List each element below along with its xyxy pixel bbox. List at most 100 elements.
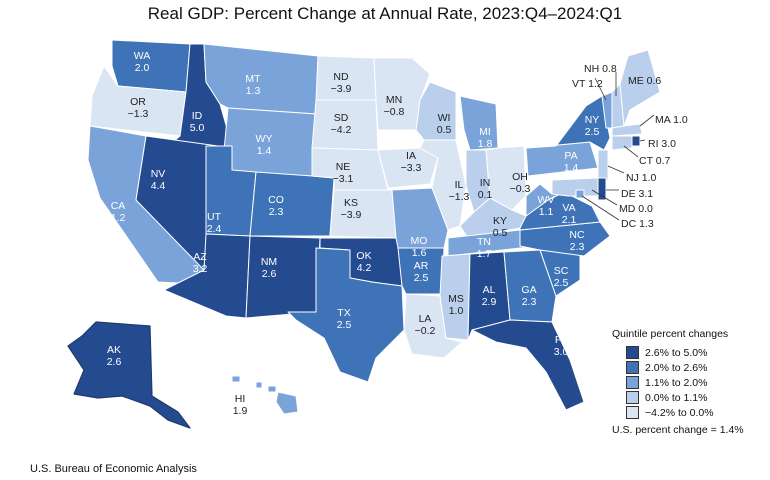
state-label-ri: RI 3.0 (648, 138, 677, 150)
state-me (619, 49, 661, 127)
state-value: −3.9 (330, 83, 352, 95)
state-abbr: ND (333, 71, 349, 83)
state-abbr: KY (492, 215, 508, 227)
state-value: 2.1 (561, 214, 577, 226)
state-abbr: MO (410, 235, 428, 247)
state-label-ia: IA −3.3 (401, 150, 422, 174)
state-abbr: CO (268, 194, 284, 206)
state-label-ga: GA 2.3 (521, 284, 536, 308)
state-value: 4.2 (356, 262, 372, 274)
state-value: 5.0 (189, 122, 205, 134)
state-label-nh: NH 0.8 (584, 63, 617, 75)
leader-line-dc (581, 195, 620, 221)
state-value: −3.9 (340, 209, 362, 221)
state-abbr: MN (385, 94, 403, 106)
state-label-vt: VT 1.2 (572, 78, 603, 90)
state-value: 1.0 (448, 305, 464, 317)
state-value: 1.3 (245, 85, 261, 97)
state-value: 2.4 (206, 223, 222, 235)
state-value: 2.6 (261, 268, 277, 280)
state-abbr: CA (110, 200, 126, 212)
state-value: 2.3 (569, 241, 585, 253)
state-value: 2.3 (521, 296, 537, 308)
legend-label: 2.0% to 2.6% (645, 361, 708, 374)
state-label-tx: TX 2.5 (337, 307, 352, 331)
state-ak (67, 321, 191, 429)
state-label-ct: CT 0.7 (639, 155, 671, 167)
state-abbr: NY (584, 114, 600, 126)
state-label-dc: DC 1.3 (621, 218, 654, 230)
state-label-ks: KS −3.9 (341, 197, 362, 221)
state-label-or: OR −1.3 (128, 96, 149, 120)
state-abbr: NC (569, 229, 585, 241)
leader-line-ct (623, 145, 639, 158)
legend-item: 2.6% to 5.0% (612, 345, 744, 360)
state-label-pa: PA 1.4 (564, 150, 579, 174)
state-label-mt: MT 1.3 (245, 73, 260, 97)
state-abbr: NV (150, 168, 166, 180)
state-abbr: NM (260, 256, 278, 268)
state-label-al: AL 2.9 (482, 284, 497, 308)
state-wa (111, 39, 191, 93)
state-label-mi: MI 1.8 (478, 126, 493, 150)
state-value: −1.3 (127, 108, 149, 120)
state-ar (397, 247, 445, 295)
state-abbr: AK (106, 344, 122, 356)
state-abbr: NE (335, 161, 351, 173)
state-value: −4.2 (330, 124, 352, 136)
state-value: 0.5 (436, 124, 452, 136)
state-label-ar: AR 2.5 (414, 260, 429, 284)
state-label-la: LA −0.2 (415, 313, 436, 337)
state-abbr: ID (191, 110, 203, 122)
state-label-sd: SD −4.2 (331, 112, 352, 136)
state-mt (203, 43, 319, 115)
legend-swatch (626, 376, 639, 389)
state-abbr: FL (554, 334, 568, 346)
state-ia (377, 147, 439, 189)
state-abbr: PA (564, 150, 578, 162)
state-value: 2.5 (553, 277, 569, 289)
state-label-sc: SC 2.5 (554, 265, 569, 289)
state-abbr: GA (521, 284, 537, 296)
state-value: 2.5 (584, 126, 600, 138)
state-value: −3.3 (400, 162, 422, 174)
state-label-mn: MN −0.8 (384, 94, 405, 118)
state-value: 1.2 (110, 212, 126, 224)
state-label-az: AZ 3.2 (193, 251, 208, 275)
state-de (597, 177, 607, 201)
legend-swatch (626, 346, 639, 359)
state-value: −1.3 (448, 191, 470, 203)
legend-item: −4.2% to 0.0% (612, 405, 744, 420)
state-label-ma: MA 1.0 (655, 114, 688, 126)
state-label-wy: WY 1.4 (256, 133, 273, 157)
state-abbr: KS (343, 197, 359, 209)
state-label-nm: NM 2.6 (261, 256, 277, 280)
state-abbr: IA (406, 150, 416, 162)
state-value: 2.5 (413, 272, 429, 284)
state-value: 4.4 (150, 180, 166, 192)
state-label-tn: TN 1.7 (477, 236, 492, 260)
state-ms (439, 253, 471, 341)
legend-label: 0.0% to 1.1% (645, 391, 708, 404)
state-abbr: OK (356, 250, 372, 262)
state-ri (631, 135, 641, 147)
state-fl (471, 319, 585, 411)
state-value: −3.1 (332, 173, 354, 185)
state-label-il: IL −1.3 (449, 179, 470, 203)
state-value: 2.5 (336, 319, 352, 331)
leader-line-nj (607, 165, 625, 174)
state-abbr: VA (562, 202, 576, 214)
state-label-nc: NC 2.3 (569, 229, 584, 253)
state-tx (287, 247, 405, 383)
state-label-wv: WV 1.1 (538, 194, 555, 218)
legend: Quintile percent changes 2.6% to 5.0% 2.0… (612, 328, 744, 436)
state-abbr: TN (476, 236, 491, 248)
legend-label: 2.6% to 5.0% (645, 346, 708, 359)
state-abbr: LA (418, 313, 432, 325)
state-value: 0.5 (492, 227, 508, 239)
legend-label: −4.2% to 0.0% (645, 406, 714, 419)
legend-item: 2.0% to 2.6% (612, 360, 744, 375)
state-label-ny: NY 2.5 (585, 114, 600, 138)
state-hi (231, 375, 299, 415)
